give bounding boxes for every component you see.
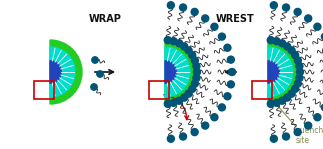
Circle shape <box>97 71 103 77</box>
Circle shape <box>273 99 280 106</box>
Circle shape <box>227 56 234 63</box>
Circle shape <box>92 57 98 63</box>
Circle shape <box>202 122 209 129</box>
Circle shape <box>189 85 196 92</box>
Circle shape <box>294 80 301 87</box>
Circle shape <box>283 133 289 140</box>
Circle shape <box>321 33 323 40</box>
Circle shape <box>164 37 171 44</box>
Wedge shape <box>165 40 197 104</box>
Circle shape <box>294 8 301 15</box>
Circle shape <box>283 4 289 11</box>
Circle shape <box>218 33 225 40</box>
Circle shape <box>228 69 235 76</box>
Circle shape <box>181 43 188 50</box>
Circle shape <box>193 74 200 81</box>
Circle shape <box>292 52 299 59</box>
Circle shape <box>297 69 304 76</box>
Wedge shape <box>50 61 61 83</box>
Circle shape <box>164 100 171 107</box>
Circle shape <box>170 38 177 45</box>
Circle shape <box>176 40 182 47</box>
Circle shape <box>284 94 291 101</box>
Circle shape <box>189 52 196 59</box>
Circle shape <box>181 94 188 101</box>
Circle shape <box>191 57 198 64</box>
Circle shape <box>294 57 301 64</box>
Circle shape <box>218 104 225 111</box>
Circle shape <box>305 15 312 22</box>
Circle shape <box>321 104 323 111</box>
Wedge shape <box>50 40 82 104</box>
Circle shape <box>284 43 291 50</box>
Circle shape <box>202 15 209 22</box>
Circle shape <box>305 122 312 129</box>
Text: WRAP: WRAP <box>89 14 121 24</box>
Circle shape <box>270 2 277 9</box>
Circle shape <box>270 135 277 142</box>
Bar <box>252 81 272 99</box>
Wedge shape <box>165 61 176 83</box>
Wedge shape <box>268 61 279 83</box>
Wedge shape <box>165 47 190 97</box>
Circle shape <box>279 40 286 47</box>
Circle shape <box>180 133 187 140</box>
Circle shape <box>191 129 198 136</box>
Circle shape <box>279 97 286 104</box>
Circle shape <box>91 84 97 90</box>
Circle shape <box>191 80 198 87</box>
Circle shape <box>296 63 303 70</box>
Circle shape <box>185 47 192 54</box>
Circle shape <box>314 23 321 30</box>
Circle shape <box>288 47 295 54</box>
Circle shape <box>224 93 231 100</box>
Circle shape <box>267 37 274 44</box>
Circle shape <box>167 2 174 9</box>
Circle shape <box>211 114 218 121</box>
Circle shape <box>227 81 234 88</box>
Bar <box>149 81 169 99</box>
Wedge shape <box>268 40 300 104</box>
Circle shape <box>288 90 295 97</box>
Circle shape <box>314 114 321 121</box>
Circle shape <box>296 74 303 81</box>
Circle shape <box>273 38 280 45</box>
Wedge shape <box>50 47 75 97</box>
Bar <box>34 81 54 99</box>
Circle shape <box>191 8 198 15</box>
Circle shape <box>185 90 192 97</box>
Circle shape <box>170 99 177 106</box>
Text: quenching
site: quenching site <box>296 126 323 145</box>
Text: WREST: WREST <box>216 14 255 24</box>
Circle shape <box>193 69 201 76</box>
Circle shape <box>176 97 182 104</box>
Circle shape <box>224 44 231 51</box>
Circle shape <box>180 4 187 11</box>
Circle shape <box>294 129 301 136</box>
Circle shape <box>267 100 274 107</box>
Circle shape <box>193 63 200 70</box>
Circle shape <box>292 85 299 92</box>
Wedge shape <box>268 47 293 97</box>
Circle shape <box>211 23 218 30</box>
Circle shape <box>167 135 174 142</box>
